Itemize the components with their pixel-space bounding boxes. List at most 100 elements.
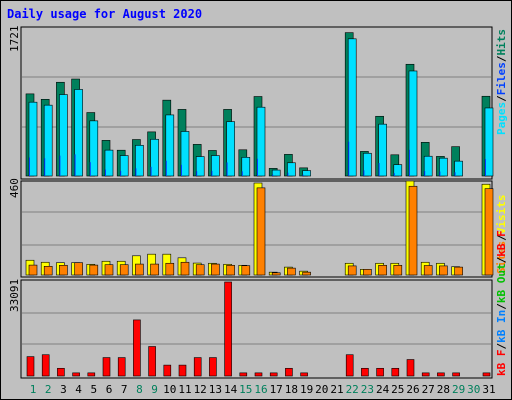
day-label-10: 10 [163, 383, 176, 396]
bar-pages-day-4 [74, 89, 83, 177]
bar-sites-day-19 [302, 271, 311, 276]
bar-kbf-day-10 [163, 364, 172, 377]
bar-kbf-day-25 [391, 367, 400, 377]
day-label-8: 8 [136, 383, 143, 396]
bar-kbf-day-5 [87, 372, 96, 377]
panel-kbytes-bars [26, 281, 491, 377]
bar-pages-day-17 [271, 169, 281, 177]
panel-kbytes-legend: kB F/kB In/kB Out/kB F [495, 230, 508, 376]
legend-item: Visits [495, 195, 508, 235]
day-label-17: 17 [270, 383, 283, 396]
day-label-3: 3 [60, 383, 67, 396]
bar-kbf-day-18 [285, 367, 293, 377]
bar-kbf-day-3 [57, 367, 65, 377]
bar-kbf-day-9 [148, 346, 156, 377]
bar-sites-day-12 [195, 264, 205, 276]
legend-item: kB F [495, 230, 508, 257]
bar-pages-day-28 [439, 157, 448, 177]
day-label-1: 1 [30, 383, 37, 396]
legend-item: / [495, 256, 508, 263]
bar-kbf-day-26 [406, 359, 415, 377]
bar-kbf-day-24 [376, 367, 384, 377]
bar-sites-day-4 [74, 262, 83, 276]
bar-kbf-day-31 [482, 372, 491, 377]
bar-pages-day-22 [347, 38, 357, 177]
bar-kbf-day-16 [254, 372, 263, 377]
bar-pages-day-14 [226, 121, 235, 177]
bar-sites-day-23 [363, 269, 372, 276]
day-label-9: 9 [151, 383, 158, 396]
legend-text: Pages/Files/Hits [495, 29, 508, 135]
day-label-2: 2 [45, 383, 52, 396]
bar-sites-day-6 [104, 264, 114, 276]
bar-pages-day-27 [423, 155, 433, 177]
panel-hits-legend: Pages/Files/Hits [495, 29, 508, 135]
day-label-15: 15 [239, 383, 252, 396]
day-label-11: 11 [178, 383, 191, 396]
day-label-6: 6 [106, 383, 113, 396]
panel-kbytes-grid [22, 312, 491, 345]
bar-sites-day-5 [89, 264, 99, 276]
bar-sites-day-13 [211, 263, 220, 276]
bar-sites-day-26 [408, 185, 418, 276]
bar-pages-day-2 [43, 104, 53, 177]
day-label-16: 16 [254, 383, 267, 396]
bar-sites-day-31 [484, 188, 494, 276]
bar-pages-day-9 [150, 138, 159, 177]
bar-sites-day-1 [28, 264, 38, 276]
legend-item: kB In [495, 310, 508, 343]
bar-sites-day-17 [271, 272, 281, 276]
x-axis-day-labels: 1 2 3 4 5 6 7 8 9 10 11 12 13 14 15 16 17 18 19 20 21 22 23 24 2… [30, 383, 496, 396]
legend-item: / [495, 95, 508, 102]
bar-sites-day-14 [226, 264, 235, 276]
bar-pages-day-18 [287, 162, 296, 177]
day-label-12: 12 [194, 383, 207, 396]
day-label-20: 20 [315, 383, 328, 396]
bar-pages-day-5 [89, 120, 99, 177]
panel-visits-bars [25, 180, 494, 276]
day-label-18: 18 [285, 383, 298, 396]
bar-pages-day-15 [241, 157, 251, 177]
bar-sites-day-25 [393, 264, 403, 276]
bar-sites-day-29 [454, 266, 463, 276]
day-label-24: 24 [376, 383, 390, 396]
bar-kbf-day-6 [102, 357, 111, 377]
panel-kbytes [20, 279, 493, 379]
bar-kbf-day-19 [300, 372, 308, 377]
panel-hits-bars [25, 32, 494, 177]
legend-item: kB F [495, 350, 508, 377]
day-label-26: 26 [406, 383, 419, 396]
bar-sites-day-22 [347, 265, 357, 276]
day-label-4: 4 [75, 383, 82, 396]
day-label-30: 30 [467, 383, 480, 396]
bar-kbf-day-1 [26, 356, 35, 377]
day-label-25: 25 [391, 383, 404, 396]
bar-sites-day-27 [423, 265, 433, 276]
bar-sites-day-16 [256, 187, 266, 276]
legend-item: kB Out [495, 263, 508, 303]
bar-kbf-day-17 [269, 372, 278, 377]
bar-sites-day-11 [180, 261, 190, 276]
bar-pages-day-1 [28, 101, 38, 177]
bar-pages-day-24 [378, 123, 387, 177]
legend-item: / [495, 343, 508, 350]
bar-sites-day-15 [241, 265, 251, 276]
legend-text: Sites/ Visits [495, 195, 508, 275]
panel-kbytes-ymax: 33091 [8, 279, 21, 312]
bar-pages-day-3 [59, 94, 68, 177]
bar-pages-day-12 [195, 156, 205, 177]
panel-visits-ymax: 460 [8, 178, 21, 198]
day-label-7: 7 [121, 383, 128, 396]
bar-pages-day-16 [256, 106, 266, 177]
bar-kbf-day-14 [224, 281, 232, 377]
day-label-5: 5 [90, 383, 97, 396]
bar-kbf-day-22 [345, 354, 354, 377]
legend-item: Files [495, 62, 508, 95]
bar-kbf-day-27 [421, 372, 430, 377]
day-label-29: 29 [452, 383, 465, 396]
legend-item: Sites [495, 241, 508, 274]
bar-kbf-day-28 [437, 372, 445, 377]
bar-pages-day-11 [180, 131, 190, 177]
day-label-21: 21 [330, 383, 343, 396]
